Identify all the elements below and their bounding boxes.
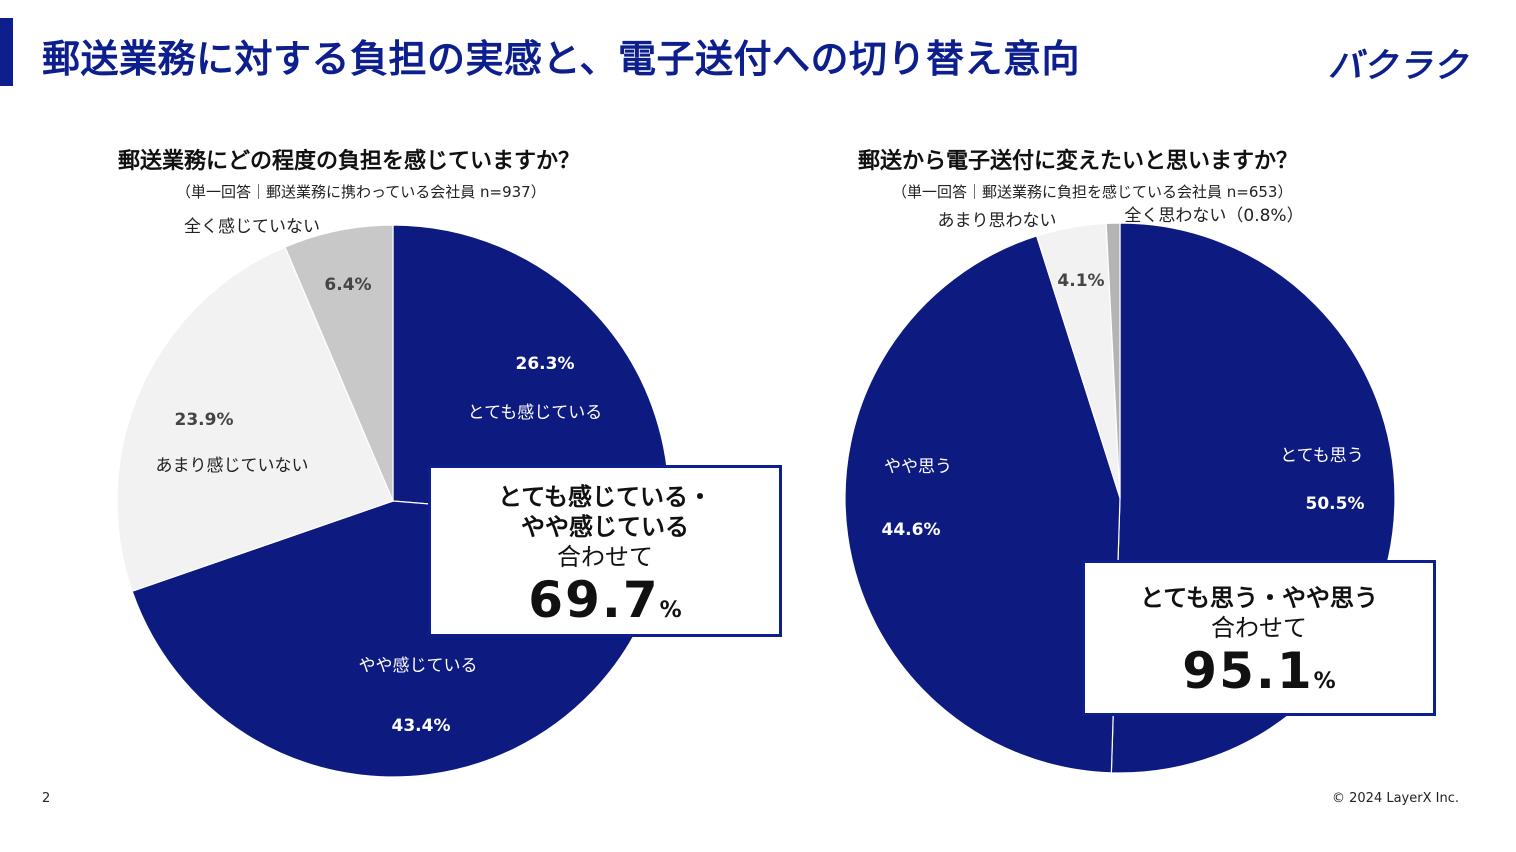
chart2-title: 郵送から電子送付に変えたいと思いますか？: [858, 149, 1299, 174]
chart1-callout-total: 69.7: [528, 571, 660, 629]
chart2-callout-line2: 合わせて: [1211, 614, 1307, 642]
chart1-slice-1-value-label: 43.4%: [392, 716, 451, 736]
chart1-slice-3: [284, 224, 394, 502]
chart1-callout-unit: %: [659, 598, 682, 623]
brand-logo: バクラク: [1328, 46, 1468, 86]
chart2-slice-0-label-label: とても思う: [1280, 446, 1364, 466]
copyright: © 2024 LayerX Inc.: [1332, 791, 1459, 806]
chart2-slice-1: [844, 235, 1121, 774]
chart1-slice-0-value-label: 26.3%: [516, 354, 575, 374]
chart2-callout-total: 95.1: [1182, 642, 1314, 700]
chart2-slice-0-value-label: 50.5%: [1306, 494, 1365, 514]
chart2-slice-1-value-label: 44.6%: [882, 520, 941, 540]
chart2-subtitle: （単一回答｜郵送業務に負担を感じている会社員 n=653）: [892, 183, 1293, 201]
chart1-slice-2-label-label: あまり感じていない: [156, 456, 309, 476]
chart2-callout-unit: %: [1313, 669, 1336, 694]
title-accent-bar: [0, 18, 13, 86]
chart1-callout-line3: 合わせて: [557, 543, 653, 571]
chart2-slice-2-value-label: 4.1%: [1057, 271, 1104, 291]
page-number: 2: [42, 791, 51, 806]
chart1-slice-2-value-label: 23.9%: [175, 410, 234, 430]
page-title: 郵送業務に対する負担の実感と、電子送付への切り替え意向: [42, 37, 1080, 81]
chart2-callout-total-row: 95.1%: [1085, 643, 1433, 710]
chart1-slice-1-label-label: やや感じている: [359, 656, 478, 676]
chart1-slice-0-label-label: とても感じている: [468, 403, 603, 423]
chart2-slice-3: [1105, 222, 1121, 499]
chart1-callout: とても感じている・ やや感じている 合わせて 69.7%: [428, 465, 782, 637]
chart1-callout-line2: やや感じている: [521, 513, 689, 541]
chart2-slice-1-label-label: やや思う: [884, 457, 952, 477]
chart1-slice-3-value-label: 6.4%: [324, 275, 371, 295]
chart2-slice-3-label-label: 全く思わない（0.8%）: [1124, 206, 1303, 226]
chart1-callout-line1: とても感じている・: [497, 483, 713, 511]
chart1-slice-2: [116, 246, 394, 592]
chart2-callout-line1: とても思う・やや思う: [1139, 584, 1379, 612]
chart2-callout: とても思う・やや思う 合わせて 95.1%: [1082, 560, 1436, 716]
chart1-subtitle: （単一回答｜郵送業務に携わっている会社員 n=937）: [176, 183, 546, 201]
chart1-slice-3-label-label: 全く感じていない: [184, 217, 320, 237]
chart1-title: 郵送業務にどの程度の負担を感じていますか？: [118, 149, 581, 174]
chart1-callout-total-row: 69.7%: [431, 572, 779, 639]
chart2-slice-2-label-label: あまり思わない: [938, 211, 1057, 231]
